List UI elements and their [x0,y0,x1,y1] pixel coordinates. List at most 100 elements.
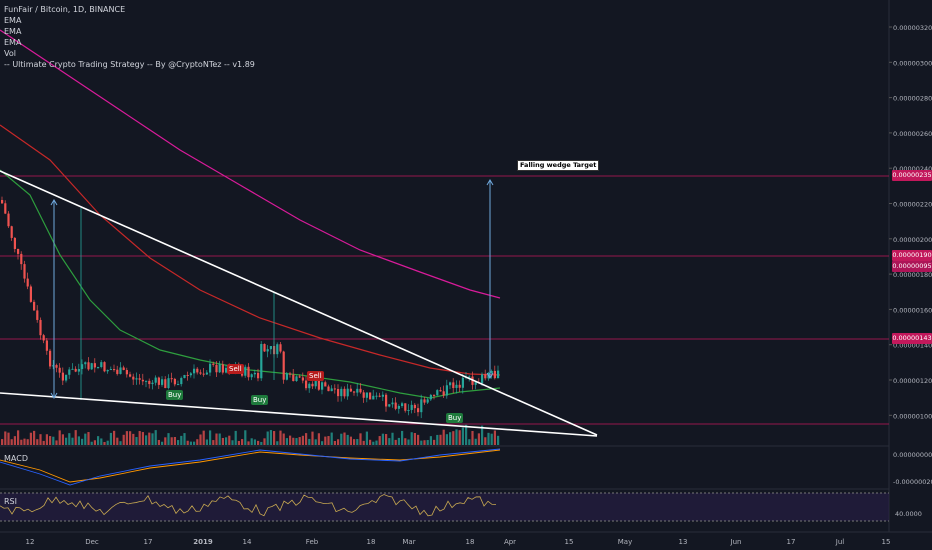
volume-bar [10,439,13,445]
candle-body [157,377,160,385]
volume-bar [237,440,240,445]
candle-body [404,403,407,411]
volume-bar [442,429,445,445]
volume-bar [250,438,253,445]
volume-bar [340,433,343,445]
candle-body [269,346,272,350]
macd-label[interactable]: MACD [4,454,28,463]
volume-bar [77,436,80,445]
volume-bar [84,433,87,445]
time-axis-label: 2019 [193,538,213,546]
candle-body [317,380,320,390]
volume-bar [100,438,103,445]
volume-bar [196,439,199,445]
volume-bar [161,441,164,445]
candle-body [84,362,87,365]
candle-body [356,388,359,393]
candle-body [372,395,375,400]
volume-bar [404,438,407,445]
volume-bar [103,441,106,445]
volume-bar [311,431,314,445]
candle-body [365,392,368,398]
volume-bar [308,438,311,445]
time-axis-label: Feb [306,538,319,546]
candle-body [209,363,212,373]
candle-body [493,370,496,379]
candle-body [497,370,500,379]
volume-bar [317,433,320,445]
volume-bar [266,431,269,445]
volume-bar [452,431,455,445]
candle-body [215,364,218,373]
candle-body [324,382,327,387]
candle-body [36,310,39,320]
volume-bar [362,440,365,445]
candle-body [301,377,304,381]
volume-bar [132,433,135,445]
wedge-lower-line [0,392,598,437]
legend-ema-3[interactable]: EMA [4,38,22,47]
candle-body [17,248,20,254]
volume-bar [17,430,20,445]
volume-bar [135,437,138,445]
volume-bar [189,441,192,445]
candle-body [461,377,464,388]
candle-body [90,363,93,370]
candle-body [429,394,432,400]
candle-body [7,213,10,227]
legend-ema-1[interactable]: EMA [4,16,22,25]
candle-body [378,395,381,397]
candle-body [177,384,180,386]
volume-bar [372,441,375,445]
candle-body [196,368,199,373]
volume-bar [244,430,247,445]
candle-body [397,406,400,409]
candle-body [321,382,324,390]
volume-bar [445,434,448,445]
volume-bar [234,430,237,445]
candle-body [135,378,138,380]
volume-bar [349,436,352,445]
price-axis-label: 0.00000260 [893,130,932,138]
rsi-label[interactable]: RSI [4,497,17,506]
candle-body [132,376,135,380]
volume-bar [493,430,496,445]
candle-body [308,383,311,389]
volume-bar [33,430,36,445]
candle-body [295,376,298,382]
candle-body [458,384,461,388]
volume-bar [461,427,464,445]
legend-ema-2[interactable]: EMA [4,27,22,36]
volume-bar [481,425,484,445]
candle-body [330,388,333,392]
candle-body [337,388,340,397]
volume-bar [113,430,116,445]
candle-body [439,390,442,392]
ema-short-line [0,169,501,399]
volume-bar [154,430,157,445]
symbol-title[interactable]: FunFair / Bitcoin, 1D, BINANCE [4,5,126,14]
candle-body [93,363,96,368]
candle-body [385,394,388,407]
volume-bar [7,432,10,445]
volume-bar [209,430,212,445]
candle-body [55,365,58,368]
volume-bar [225,437,228,445]
volume-bar [401,430,404,445]
volume-bar [87,432,90,445]
legend-strategy[interactable]: -- Ultimate Crypto Trading Strategy -- B… [4,60,255,69]
candle-body [68,369,71,375]
falling-wedge-target-label: Falling wedge Target [517,160,600,171]
volume-bar [263,438,266,445]
volume-bar [269,430,272,445]
price-axis-label: 0.00000240 [893,165,932,173]
candle-body [388,404,391,407]
candle-body [289,373,292,375]
candle-body [468,376,471,378]
legend-volume[interactable]: Vol [4,49,16,58]
volume-bar [81,438,84,445]
volume-bar [74,430,77,445]
candle-body [247,366,250,378]
